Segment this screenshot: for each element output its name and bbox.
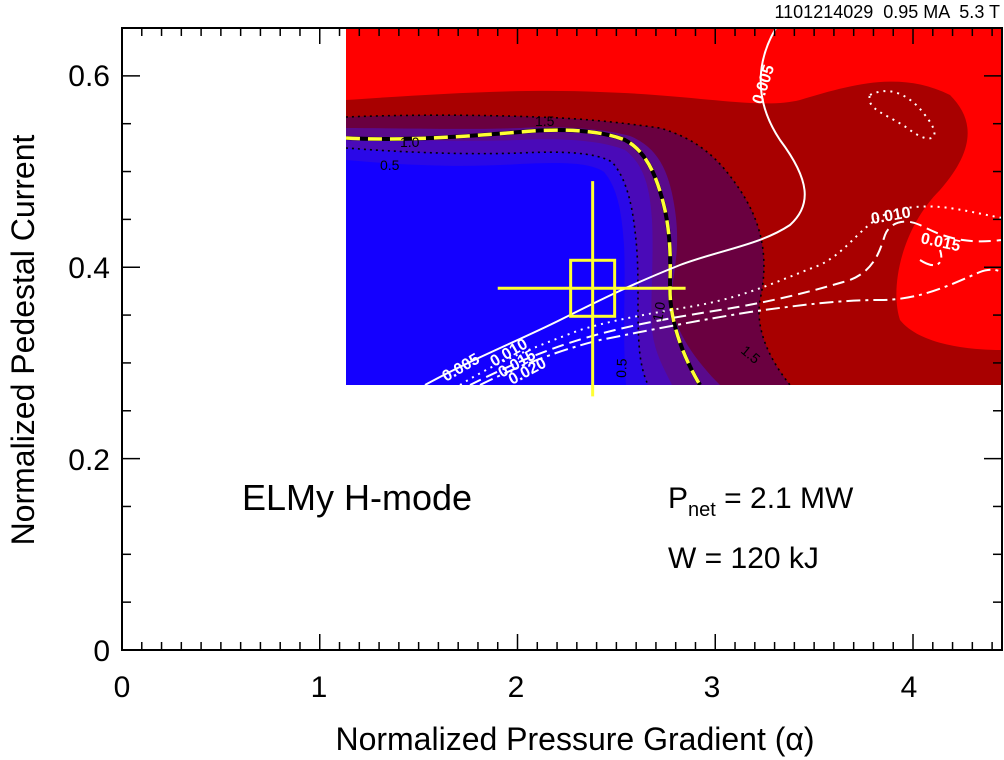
contour-lines <box>346 28 1002 385</box>
plot-frame <box>121 27 1003 651</box>
x-tick-label-4: 4 <box>901 671 918 704</box>
contour-fill-region <box>346 28 1002 385</box>
regime-annotation: ELMy H-mode <box>242 477 472 518</box>
x-axis-title: Normalized Pressure Gradient (α) <box>335 721 814 757</box>
x-tick-label-1: 1 <box>311 671 328 704</box>
x-tick-label-0: 0 <box>114 671 131 704</box>
measurement-marker <box>497 181 686 397</box>
energy-annotation: W = 120 kJ <box>668 542 819 575</box>
contour-line-0-015 <box>469 220 1002 385</box>
x-tick-labels: 0 1 2 3 4 <box>114 671 918 704</box>
contour-band-blue <box>346 160 626 385</box>
contour-label-1-0: 1.0 <box>400 134 420 150</box>
x-tick-label-3: 3 <box>704 671 721 704</box>
pnet-subscript: net <box>688 499 716 521</box>
contour-line-0-020 <box>479 268 1002 385</box>
contour-label-0-5: 0.5 <box>380 157 400 173</box>
contour-line-0-005 <box>424 28 806 385</box>
contour-label-0-010-right: 0.010 <box>870 204 912 228</box>
pnet-symbol: P <box>668 482 688 515</box>
y-tick-label-0-6: 0.6 <box>68 60 110 93</box>
y-tick-label-0: 0 <box>93 635 110 668</box>
contour-line-0-020-hook <box>919 249 943 267</box>
pnet-annotation: Pnet = 2.1 MW <box>668 482 854 521</box>
x-tick-label-2: 2 <box>508 671 525 704</box>
contour-line-0-005-loop <box>868 90 936 140</box>
pnet-value: = 2.1 MW <box>716 482 854 515</box>
contour-line-0-010 <box>459 205 1002 385</box>
axis-ticks <box>121 27 1002 651</box>
y-tick-label-0-2: 0.2 <box>68 444 110 477</box>
y-tick-label-0-4: 0.4 <box>68 252 110 285</box>
shot-info: 1101214029 0.95 MA 5.3 T <box>774 2 1000 22</box>
contour-label-1-0-lower: 1.0 <box>649 300 668 322</box>
contour-label-1-5: 1.5 <box>535 113 555 129</box>
contour-line-1-0-yellow <box>346 128 702 385</box>
contour-label-0-5-lower: 0.5 <box>613 358 630 378</box>
y-axis-title: Normalized Pedestal Current <box>5 134 41 545</box>
marker-square <box>569 258 617 318</box>
y-tick-labels: 0 0.2 0.4 0.6 <box>68 60 110 668</box>
